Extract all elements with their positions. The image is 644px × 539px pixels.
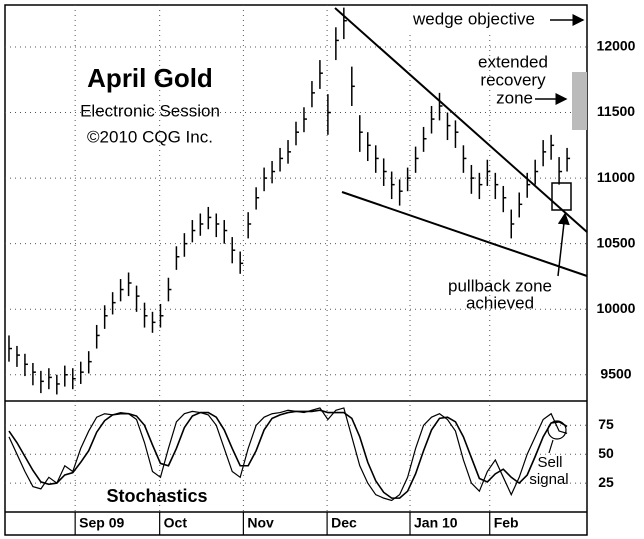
sell-pointer: [548, 439, 554, 454]
y-tick-label: 12000: [597, 38, 636, 54]
panel-title: Stochastics: [106, 486, 207, 506]
x-tick-label: Dec: [331, 515, 357, 531]
wedge-upper-line: [334, 7, 588, 233]
annotation: wedge objective: [412, 9, 535, 28]
chart-title: April Gold: [87, 63, 213, 93]
annotation: achieved: [466, 293, 534, 312]
label-bg: [398, 9, 550, 31]
annotation: zone: [496, 88, 533, 107]
recovery-zone: [572, 72, 587, 130]
y-tick-label: 11000: [597, 169, 635, 185]
y-tick-label: 25: [598, 474, 614, 490]
sell-circle: [547, 420, 567, 440]
pullback-box: [551, 182, 572, 211]
annotation: signal: [529, 471, 568, 488]
x-tick-label: Oct: [164, 515, 188, 531]
subtitle: Electronic Session: [80, 101, 220, 120]
annotation: pullback zone: [448, 276, 552, 295]
y-tick-label: 10500: [597, 234, 636, 250]
x-tick-label: Feb: [494, 515, 519, 531]
stochastic-line: [8, 407, 568, 502]
y-tick-label: 75: [598, 416, 614, 432]
copyright: ©2010 CQG Inc.: [87, 127, 213, 146]
annotation: Sell: [537, 454, 562, 471]
x-tick-label: Jan 10: [414, 515, 458, 531]
wedge-lower-line: [341, 191, 588, 277]
y-tick-label: 50: [598, 445, 614, 461]
marks: [8, 7, 571, 502]
annotation: recovery: [480, 70, 546, 89]
arrow: [557, 212, 570, 277]
x-tick-label: Sep 09: [79, 515, 124, 531]
y-tick-label: 9500: [600, 365, 631, 381]
y-tick-label: 10000: [597, 300, 636, 316]
stochastic-line: [8, 409, 568, 499]
grid: [5, 5, 587, 512]
y-tick-label: 11500: [597, 103, 635, 119]
x-tick-label: Nov: [247, 515, 274, 531]
annotation: extended: [478, 52, 548, 71]
